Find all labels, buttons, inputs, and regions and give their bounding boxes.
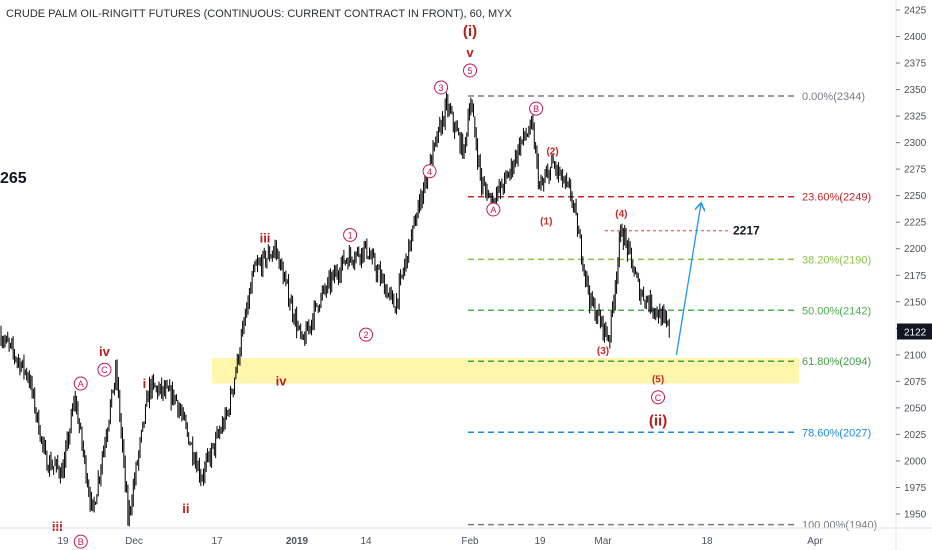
wave-label-circle bbox=[529, 101, 544, 116]
y-tick-label: 2275 bbox=[904, 165, 927, 176]
last-price-label: 2122 bbox=[904, 327, 927, 338]
wave-label-circle bbox=[73, 376, 88, 391]
y-tick-label: 2100 bbox=[904, 350, 927, 361]
y-tick-label: 1950 bbox=[904, 510, 927, 521]
wave-label: A bbox=[490, 205, 496, 215]
wave-label: i bbox=[143, 376, 147, 391]
x-tick-label: 2019 bbox=[286, 536, 309, 547]
chart-title: CRUDE PALM OIL-RINGITT FUTURES (CONTINUO… bbox=[6, 8, 512, 20]
wave-label: 3 bbox=[439, 83, 444, 93]
y-tick-label: 2325 bbox=[904, 112, 927, 123]
y-tick-label: 1975 bbox=[904, 483, 927, 494]
y-tick-label: 2375 bbox=[904, 59, 927, 70]
wave-label: C bbox=[101, 365, 108, 375]
wave-label-circle bbox=[486, 202, 501, 217]
wave-label-circle bbox=[463, 63, 477, 78]
wave-label: (3) bbox=[597, 346, 609, 357]
wave-label: (4) bbox=[615, 209, 627, 220]
wave-label: v bbox=[466, 45, 474, 60]
wave-label: 1 bbox=[348, 230, 353, 240]
last-price-tag bbox=[897, 323, 932, 340]
fib-level-label: 100.00%(1940) bbox=[802, 520, 877, 532]
wave-label: ii bbox=[182, 501, 189, 516]
wave-label-circle bbox=[422, 164, 437, 179]
x-tick-label: Mar bbox=[594, 536, 612, 547]
y-tick-label: 2050 bbox=[904, 403, 927, 414]
fib-level-label: 61.80%(2094) bbox=[802, 356, 871, 368]
x-tick-label: 14 bbox=[360, 536, 372, 547]
support-zone bbox=[212, 358, 799, 384]
x-tick-label: 19 bbox=[57, 536, 69, 547]
wave-label: 5 bbox=[467, 66, 472, 76]
wave-label: C bbox=[655, 393, 662, 403]
wave-label: 4 bbox=[427, 167, 432, 177]
wave-label: 2 bbox=[363, 330, 368, 340]
wave-label: (5) bbox=[652, 375, 664, 386]
fib-level-label: 38.20%(2190) bbox=[802, 254, 871, 266]
projection-arrow bbox=[675, 204, 700, 355]
wave-label-circle bbox=[73, 534, 88, 549]
y-tick-label: 2250 bbox=[904, 191, 927, 202]
y-tick-label: 2175 bbox=[904, 271, 927, 282]
x-tick-label: Apr bbox=[807, 536, 823, 547]
y-tick-label: 2200 bbox=[904, 244, 927, 255]
fib-level-label: 0.00%(2344) bbox=[802, 91, 865, 103]
fib-level-label: 50.00%(2142) bbox=[802, 305, 871, 317]
price-series-layer bbox=[0, 92, 670, 527]
wave-label: A bbox=[78, 379, 84, 389]
y-tick-label: 2350 bbox=[904, 85, 927, 96]
x-tick-label: 19 bbox=[534, 536, 546, 547]
y-tick-label: 2300 bbox=[904, 138, 927, 149]
wave-label: (i) bbox=[463, 23, 477, 40]
wave-label: iii bbox=[52, 519, 63, 534]
partial-price-label: 265 bbox=[0, 170, 27, 187]
y-tick-label: 2425 bbox=[904, 6, 927, 17]
x-tick-label: 17 bbox=[211, 536, 223, 547]
wave-label: (2) bbox=[546, 146, 558, 157]
support-zone-layer bbox=[212, 358, 799, 384]
y-tick-label: 2400 bbox=[904, 32, 927, 43]
wave-label: (1) bbox=[540, 216, 552, 227]
wave-label-circle bbox=[343, 227, 358, 242]
level-2217-label: 2217 bbox=[733, 224, 760, 238]
y-tick-label: 2025 bbox=[904, 430, 927, 441]
wave-label-circle bbox=[434, 80, 449, 95]
wave-label: B bbox=[533, 104, 539, 114]
y-tick-label: 2225 bbox=[904, 218, 927, 229]
wave-label-circle bbox=[651, 390, 666, 405]
x-tick-label: Feb bbox=[461, 536, 479, 547]
wave-label-circle bbox=[97, 362, 112, 377]
y-tick-label: 2000 bbox=[904, 456, 927, 467]
wave-label: iv bbox=[99, 344, 111, 359]
y-tick-label: 2075 bbox=[904, 377, 927, 388]
wave-label: (ii) bbox=[649, 413, 667, 430]
fibonacci-layer: 0.00%(2344) 23.60%(2249) 38.20%(2190) 50.00… bbox=[468, 91, 877, 532]
wave-label: iv bbox=[276, 374, 288, 389]
x-tick-label: Dec bbox=[125, 536, 143, 547]
y-tick-label: 2150 bbox=[904, 297, 927, 308]
wave-label: iii bbox=[260, 230, 271, 245]
fib-level-label: 78.60%(2027) bbox=[802, 427, 871, 439]
wave-label: B bbox=[78, 537, 84, 547]
fib-level-label: 23.60%(2249) bbox=[802, 192, 871, 204]
wave-label-circle bbox=[359, 327, 373, 342]
x-tick-label: 18 bbox=[701, 536, 713, 547]
